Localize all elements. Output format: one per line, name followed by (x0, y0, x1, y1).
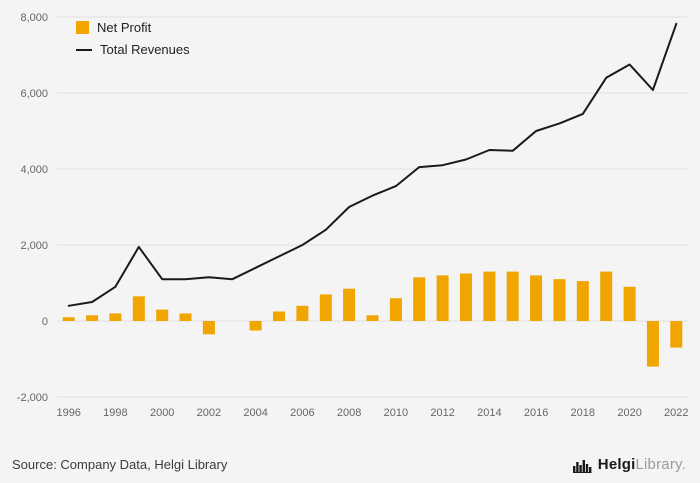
svg-text:2002: 2002 (197, 407, 221, 419)
helgi-logo-text: HelgiLibrary. (598, 456, 686, 473)
logo-text-dot: . (681, 456, 686, 473)
legend-item-net-profit: Net Profit (76, 20, 190, 35)
source-text: Source: Company Data, Helgi Library (12, 457, 228, 472)
svg-text:2022: 2022 (664, 407, 688, 419)
svg-text:2004: 2004 (243, 407, 267, 419)
svg-text:1996: 1996 (56, 407, 80, 419)
svg-text:2008: 2008 (337, 407, 361, 419)
legend-item-total-revenues: Total Revenues (76, 42, 190, 57)
chart-area: -2,000 0 2,000 4,000 6,000 8,000 1996 1998 2000 2… (17, 12, 689, 419)
svg-text:2010: 2010 (384, 407, 408, 419)
svg-text:8,000: 8,000 (20, 12, 48, 24)
chart-legend: Net Profit Total Revenues (76, 20, 190, 57)
svg-text:2000: 2000 (150, 407, 174, 419)
svg-text:6,000: 6,000 (20, 88, 48, 100)
svg-text:2018: 2018 (571, 407, 595, 419)
chart-footer: Source: Company Data, Helgi Library Helg… (0, 456, 700, 473)
helgi-logo-icon (572, 459, 592, 473)
chart-svg: -2,000 0 2,000 4,000 6,000 8,000 1996 1998 2000 2… (17, 12, 689, 419)
svg-text:2016: 2016 (524, 407, 548, 419)
svg-text:1998: 1998 (103, 407, 127, 419)
net-profit-swatch-icon (76, 21, 89, 34)
svg-text:2014: 2014 (477, 407, 501, 419)
svg-text:2006: 2006 (290, 407, 314, 419)
logo-text-library: Library (635, 456, 682, 473)
svg-text:0: 0 (42, 316, 48, 328)
svg-text:2012: 2012 (430, 407, 454, 419)
svg-text:-2,000: -2,000 (17, 392, 48, 404)
svg-text:2,000: 2,000 (20, 240, 48, 252)
legend-label-net-profit: Net Profit (97, 20, 152, 35)
svg-text:4,000: 4,000 (20, 164, 48, 176)
helgi-logo: HelgiLibrary. (572, 456, 686, 473)
logo-text-helgi: Helgi (597, 456, 636, 473)
total-revenues-swatch-icon (76, 48, 92, 51)
svg-text:2020: 2020 (617, 407, 641, 419)
legend-label-total-revenues: Total Revenues (100, 42, 190, 57)
